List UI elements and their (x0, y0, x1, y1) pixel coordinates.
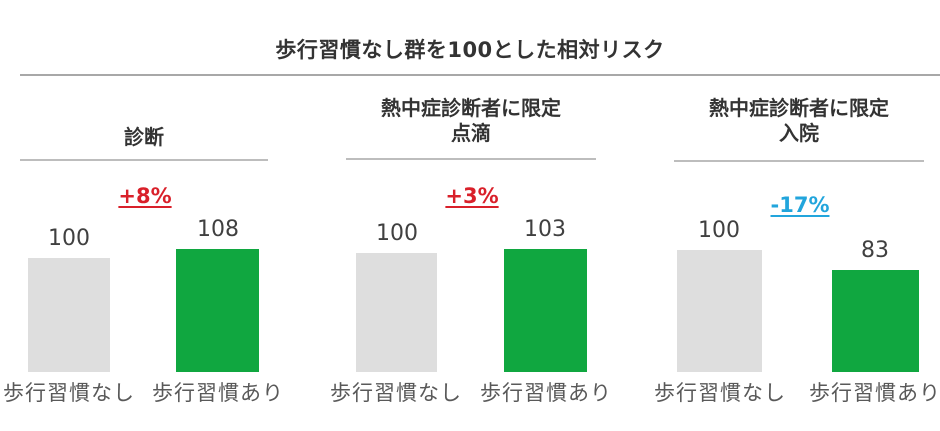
panel-title: 熱中症診断者に限定 入院 (674, 96, 924, 146)
panel-divider (20, 159, 268, 161)
bar-value-habit: 83 (861, 238, 889, 263)
bar-habit (832, 270, 919, 372)
change-label: +3% (445, 184, 499, 208)
panel-title: 熱中症診断者に限定 点滴 (346, 96, 596, 146)
category-label-habit: 歩行習慣あり (809, 381, 940, 405)
bar-baseline (356, 253, 437, 372)
category-label-baseline: 歩行習慣なし (3, 381, 135, 405)
panel-diagnosis: 診断 +8% 100 108 歩行習慣なし 歩行習慣あり (0, 0, 290, 431)
bar-value-baseline: 100 (698, 218, 740, 243)
panel-divider (346, 158, 596, 160)
category-label-baseline: 歩行習慣なし (654, 381, 786, 405)
bar-value-habit: 108 (197, 217, 239, 242)
bar-value-baseline: 100 (376, 221, 418, 246)
category-label-habit: 歩行習慣あり (480, 381, 612, 405)
category-label-habit: 歩行習慣あり (152, 381, 284, 405)
bar-habit (176, 249, 259, 372)
change-label: +8% (118, 184, 172, 208)
change-label: -17% (770, 193, 830, 217)
panel-title-line1: 診断 (124, 125, 164, 149)
bar-baseline (28, 258, 110, 372)
panel-divider (674, 160, 924, 162)
bar-baseline (677, 250, 762, 372)
chart-title: 歩行習慣なし群を100とした相対リスク (275, 38, 665, 62)
title-divider (20, 74, 940, 76)
category-label-baseline: 歩行習慣なし (330, 381, 462, 405)
panel-title-line1: 熱中症診断者に限定 (381, 96, 561, 120)
bar-habit (504, 249, 587, 372)
bar-value-baseline: 100 (48, 226, 90, 251)
bar-value-habit: 103 (524, 217, 566, 242)
panel-title: 診断 (20, 125, 268, 150)
panel-title-line2: 入院 (779, 121, 819, 145)
panel-title-line1: 熱中症診断者に限定 (709, 96, 889, 120)
panel-title-line2: 点滴 (451, 121, 491, 145)
